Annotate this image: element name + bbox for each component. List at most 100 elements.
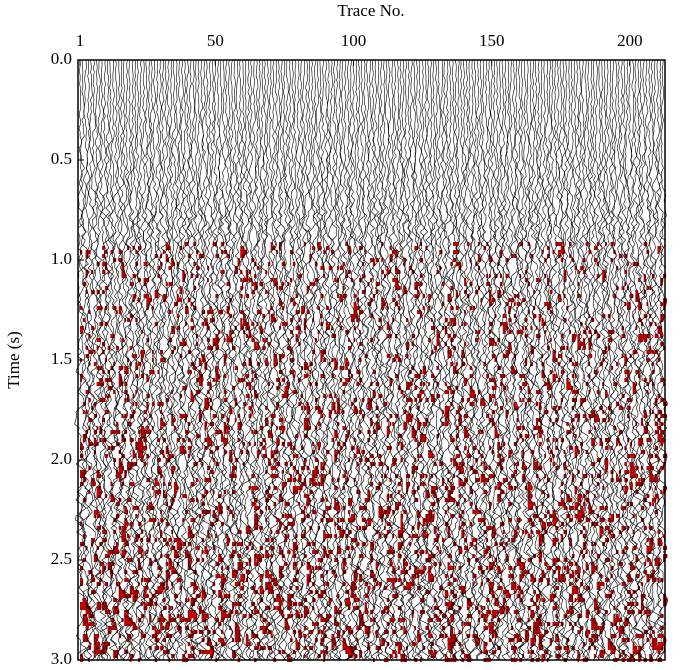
trace-fill	[494, 598, 498, 602]
trace-fill	[386, 494, 389, 498]
trace-fill	[419, 438, 425, 442]
seismic-trace	[149, 59, 161, 661]
trace-fill	[425, 590, 430, 594]
trace-fill	[124, 510, 129, 514]
trace-fill	[660, 466, 664, 470]
trace-fill	[632, 530, 635, 534]
seismic-trace	[176, 59, 188, 661]
trace-fill	[270, 474, 274, 478]
trace-fill	[455, 250, 459, 254]
trace-fill	[588, 510, 592, 514]
trace-fill	[657, 410, 662, 414]
trace-fill	[469, 502, 473, 506]
trace-fill	[303, 434, 308, 438]
trace-fill	[610, 646, 616, 650]
trace-fill	[582, 414, 587, 418]
trace-fill	[494, 486, 497, 490]
trace-fill	[533, 458, 536, 462]
trace-fill	[455, 386, 459, 390]
trace-fill	[115, 514, 120, 518]
trace-fill	[82, 434, 87, 438]
trace-fill	[455, 454, 460, 458]
trace-fill	[430, 318, 433, 322]
seismic-trace	[271, 59, 282, 661]
trace-fill	[516, 618, 522, 622]
trace-fill	[281, 470, 284, 474]
trace-fill	[663, 642, 666, 646]
trace-fill	[555, 410, 558, 414]
trace-fill	[364, 602, 367, 606]
trace-fill	[582, 534, 587, 538]
trace-fill	[654, 334, 659, 338]
seismic-trace	[85, 59, 97, 661]
trace-fill	[367, 646, 371, 650]
trace-fill	[394, 642, 398, 646]
seismic-trace	[167, 59, 180, 661]
trace-fill	[466, 602, 472, 606]
trace-fill	[265, 362, 269, 366]
trace-fill	[132, 598, 136, 602]
trace-fill	[96, 494, 101, 498]
seismic-trace	[637, 59, 649, 661]
trace-fill	[560, 574, 565, 578]
trace-fill	[331, 374, 335, 378]
trace-fill	[320, 642, 323, 646]
trace-fill	[223, 430, 226, 434]
trace-fill	[292, 490, 298, 494]
trace-fill	[607, 646, 613, 650]
trace-fill	[580, 530, 583, 534]
trace-fill	[184, 650, 187, 654]
trace-fill	[649, 486, 651, 490]
trace-fill	[464, 378, 468, 382]
seismic-trace	[319, 59, 332, 661]
trace-fill	[207, 326, 210, 330]
trace-fill	[126, 358, 129, 362]
trace-fill	[345, 626, 350, 630]
trace-fill	[292, 262, 296, 266]
trace-fill	[353, 310, 357, 314]
trace-fill	[422, 474, 425, 478]
trace-fill	[585, 566, 589, 570]
trace-fill	[411, 366, 415, 370]
trace-fill	[317, 566, 322, 570]
trace-fill	[400, 494, 403, 498]
trace-fill	[428, 510, 433, 514]
trace-fill	[450, 306, 454, 310]
trace-fill	[447, 418, 450, 422]
trace-fill	[104, 410, 109, 414]
seismic-trace	[652, 59, 664, 661]
trace-fill	[400, 654, 406, 658]
trace-fill	[262, 630, 268, 634]
trace-fill	[223, 422, 226, 426]
trace-fill	[447, 582, 451, 586]
trace-fill	[469, 402, 475, 406]
trace-fill	[425, 490, 430, 494]
trace-fill	[663, 534, 666, 538]
trace-fill	[386, 354, 391, 358]
trace-fill	[444, 574, 448, 578]
trace-fill	[113, 362, 116, 366]
trace-fill	[417, 418, 419, 422]
trace-fill	[469, 522, 473, 526]
trace-fill	[574, 446, 579, 450]
trace-fill	[580, 266, 584, 270]
trace-fill	[278, 498, 284, 502]
trace-fill	[220, 614, 226, 618]
trace-fill	[414, 626, 417, 630]
y-tick-label: 3.0	[51, 649, 72, 668]
trace-fill	[190, 634, 194, 638]
seismic-trace	[104, 60, 115, 661]
trace-fill	[657, 250, 660, 254]
trace-fill	[381, 638, 385, 642]
trace-fill	[378, 462, 382, 466]
trace-fill	[447, 470, 450, 474]
trace-fill	[245, 450, 249, 454]
trace-fill	[281, 262, 285, 266]
trace-fill	[627, 578, 631, 582]
trace-fill	[91, 350, 94, 354]
trace-fill	[441, 626, 446, 630]
trace-fill	[582, 494, 585, 498]
trace-fill	[129, 618, 133, 622]
trace-fill	[121, 530, 126, 534]
trace-fill	[657, 578, 660, 582]
